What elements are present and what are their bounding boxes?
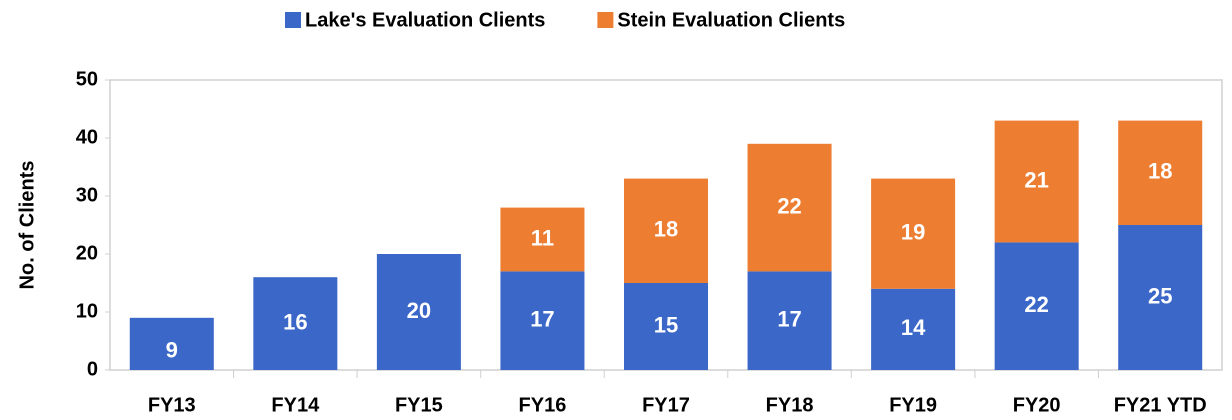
x-tick-label: FY19 bbox=[889, 394, 937, 416]
data-label: 21 bbox=[1024, 167, 1048, 192]
bar-segment bbox=[871, 178, 956, 289]
data-label: 22 bbox=[1024, 292, 1048, 317]
y-tick-label: 20 bbox=[76, 242, 98, 264]
data-label: 11 bbox=[531, 225, 554, 250]
bar-segment bbox=[500, 207, 585, 272]
bar-segment bbox=[747, 143, 832, 272]
legend-label: Lake's Evaluation Clients bbox=[305, 9, 545, 31]
bar-segment bbox=[1118, 120, 1203, 225]
bar-segment bbox=[623, 283, 709, 370]
x-tick-label: FY13 bbox=[148, 394, 196, 416]
bar-segment bbox=[129, 317, 214, 370]
y-tick-label: 0 bbox=[87, 358, 98, 380]
y-tick-label: 40 bbox=[76, 126, 98, 148]
data-label: 9 bbox=[166, 338, 178, 363]
bar-segment bbox=[747, 271, 832, 370]
y-tick-label: 50 bbox=[76, 68, 98, 90]
data-label: 17 bbox=[777, 307, 801, 332]
y-tick-label: 30 bbox=[76, 184, 98, 206]
x-tick-label: FY15 bbox=[395, 394, 443, 416]
data-label: 17 bbox=[530, 307, 554, 332]
data-label: 16 bbox=[283, 309, 307, 334]
legend-swatch bbox=[597, 12, 614, 28]
data-label: 14 bbox=[901, 315, 926, 340]
x-tick-label: FY17 bbox=[642, 394, 690, 416]
data-label: 18 bbox=[1148, 159, 1172, 184]
x-tick-label: FY14 bbox=[271, 394, 320, 416]
x-tick-label: FY20 bbox=[1013, 394, 1061, 416]
bar-segment bbox=[1118, 225, 1203, 370]
data-label: 20 bbox=[407, 298, 431, 323]
x-tick-label: FY21 YTD bbox=[1114, 394, 1207, 416]
bar-segment bbox=[994, 242, 1079, 370]
bar-segment bbox=[253, 277, 338, 370]
data-label: 15 bbox=[654, 312, 678, 337]
data-label: 19 bbox=[901, 220, 925, 245]
bar-segment bbox=[376, 254, 461, 370]
bar-segment bbox=[623, 178, 709, 283]
data-label: 22 bbox=[777, 193, 801, 218]
legend-label: Stein Evaluation Clients bbox=[617, 9, 845, 31]
x-tick-label: FY16 bbox=[519, 394, 567, 416]
data-label: 25 bbox=[1148, 283, 1172, 308]
legend-swatch bbox=[285, 12, 301, 28]
y-axis-title: No. of Clients bbox=[16, 161, 38, 290]
bar-segment bbox=[500, 271, 585, 370]
bar-segment bbox=[994, 120, 1079, 243]
data-label: 18 bbox=[654, 217, 678, 242]
y-tick-label: 10 bbox=[76, 300, 98, 322]
x-tick-label: FY18 bbox=[766, 394, 814, 416]
bar-segment bbox=[871, 288, 956, 370]
